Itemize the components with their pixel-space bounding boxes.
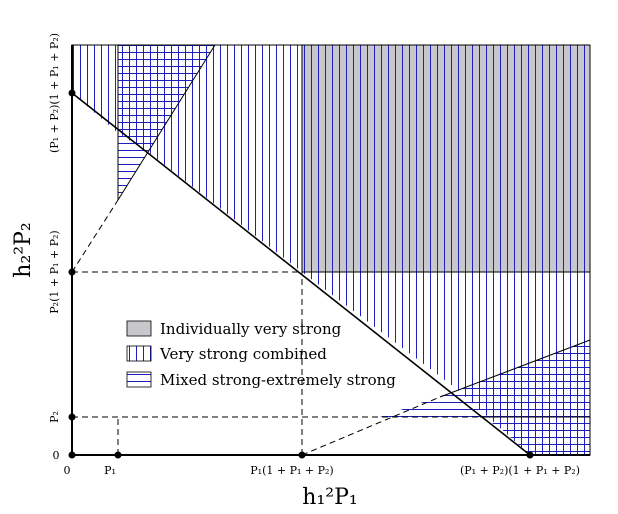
region-upper-vertical: [148, 45, 302, 272]
legend-label-individually: Individually very strong: [160, 320, 342, 338]
legend-swatch-gray: [126, 320, 152, 337]
marker-p2: [68, 413, 76, 421]
marker-origin: [68, 451, 76, 459]
marker-p1: [114, 451, 122, 459]
region-gray-hatch-overlay: [302, 45, 590, 272]
legend-swatch-horizontal: [126, 371, 152, 388]
region-upper-horizontal: [118, 133, 148, 200]
region-bottom-right-horizontal: [380, 390, 505, 430]
legend: Individually very strong Very strong com…: [126, 320, 396, 389]
legend-label-combined: Very strong combined: [159, 345, 327, 363]
y-tick-mid: P₂(1 + P₁ + P₂): [48, 230, 61, 313]
marker-x-max: [526, 451, 534, 459]
x-tick-p1: P₁: [104, 464, 116, 477]
x-axis-title: h₁²P₁: [302, 485, 357, 510]
diag-left-dashed: [71, 199, 119, 273]
marker-x-mid: [298, 451, 306, 459]
y-axis-title: h₂²P₂: [11, 222, 36, 277]
x-tick-0: 0: [64, 464, 71, 477]
region-top-mixed: [118, 45, 215, 152]
y-tick-max: (P₁ + P₂)(1 + P₁ + P₂): [48, 33, 61, 153]
diag-bottom-dashed: [301, 396, 441, 456]
diag-bottom-solid: [439, 339, 591, 398]
marker-y-mid: [68, 268, 76, 276]
x-tick-max: (P₁ + P₂)(1 + P₁ + P₂): [460, 464, 580, 477]
legend-swatch-vertical: [126, 345, 152, 362]
y-tick-p2: P₂: [48, 411, 61, 423]
y-tick-0: 0: [53, 449, 60, 462]
region-bottom-right-mixed: [458, 340, 590, 455]
diag-left-solid: [117, 44, 216, 201]
legend-label-mixed: Mixed strong-extremely strong: [160, 371, 396, 389]
x-tick-mid: P₁(1 + P₁ + P₂): [250, 464, 333, 477]
region-top-left-vertical: [72, 45, 118, 133]
sum-rate-line: [71, 92, 531, 456]
region-very-strong-combined: [302, 272, 590, 390]
marker-y-max: [68, 89, 76, 97]
